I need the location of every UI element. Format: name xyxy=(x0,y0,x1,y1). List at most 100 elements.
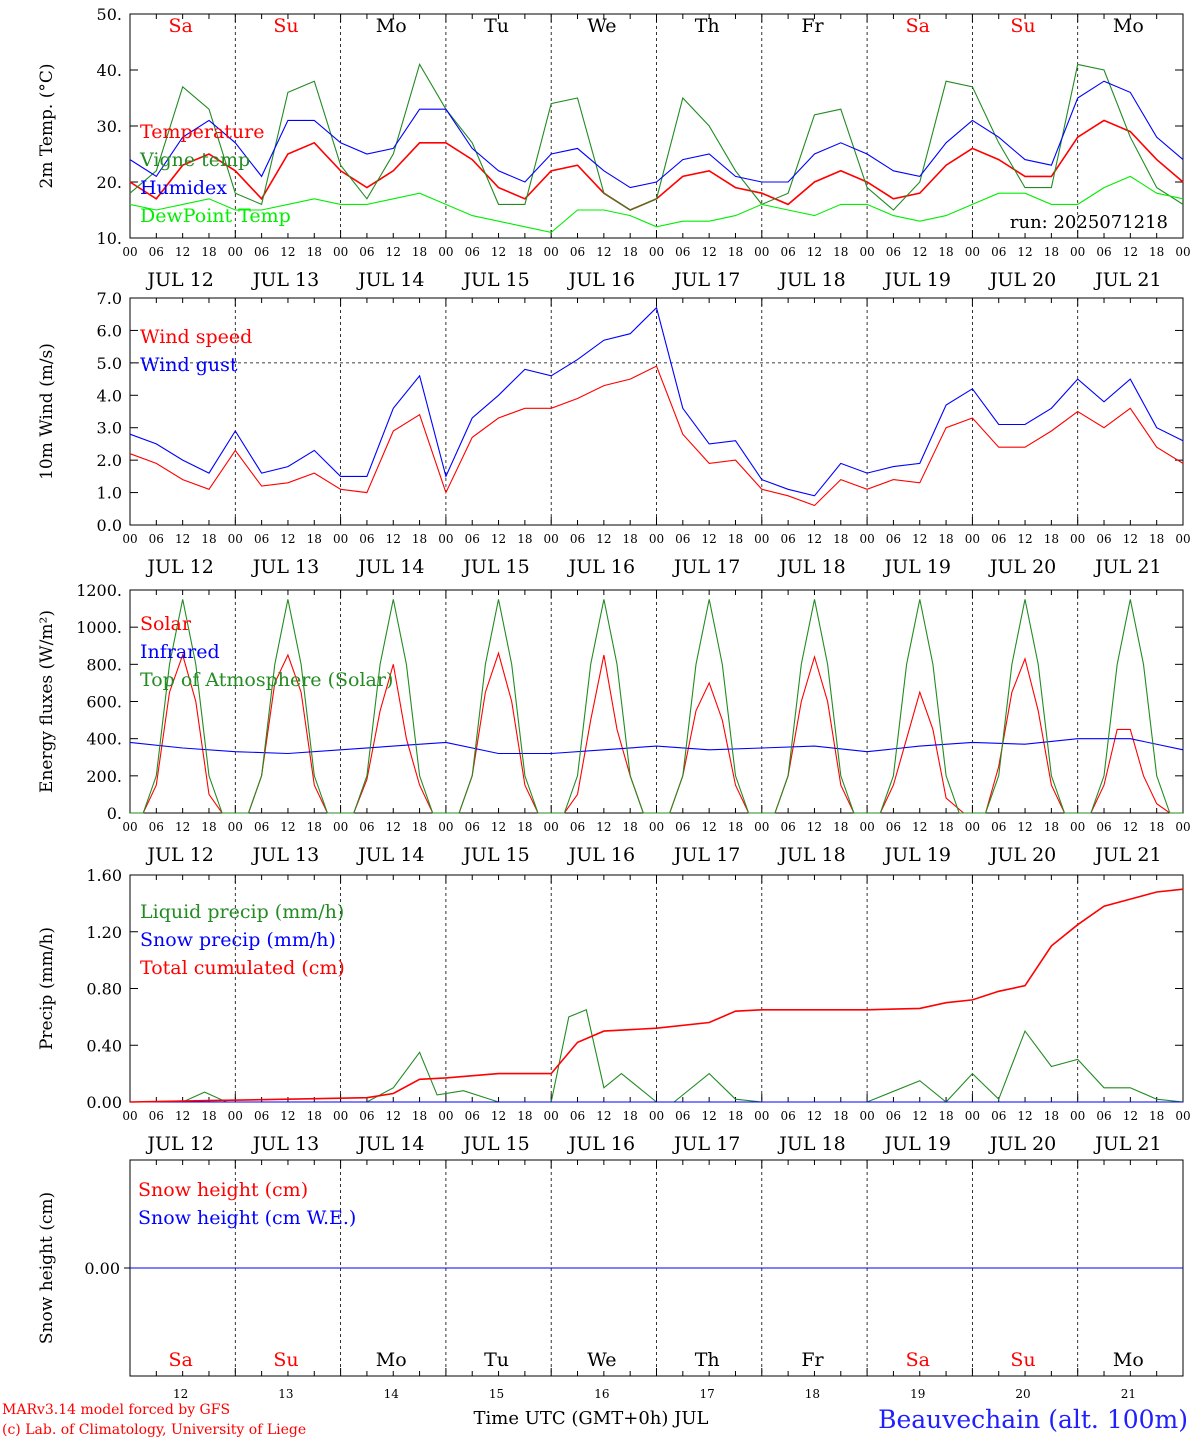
precip-hour-label: 12 xyxy=(386,1109,401,1123)
temp-hour-label: 06 xyxy=(1096,245,1111,259)
temp-hour-label: 12 xyxy=(1123,245,1138,259)
energy-hour-label: 00 xyxy=(122,820,137,834)
wind-y-tick-label: 7.0 xyxy=(97,289,122,308)
temp-y-tick-label: 20. xyxy=(97,173,122,192)
wind-hour-label: 12 xyxy=(175,532,190,546)
precip-day-label: JUL 14 xyxy=(356,1133,424,1155)
snow-weekday-label: Mo xyxy=(1113,1349,1144,1371)
wind-hour-label: 18 xyxy=(517,532,532,546)
temp-series-2 xyxy=(129,80,1184,189)
precip-hour-label: 18 xyxy=(412,1109,427,1123)
energy-hour-label: 18 xyxy=(833,820,848,834)
wind-hour-label: 06 xyxy=(780,532,795,546)
temp-day-label: JUL 20 xyxy=(988,269,1056,291)
wind-y-tick-label: 5.0 xyxy=(97,354,122,373)
energy-hour-label: 00 xyxy=(438,820,453,834)
snow-weekday-label: Su xyxy=(1010,1349,1035,1371)
precip-hour-label: 00 xyxy=(544,1109,559,1123)
temp-hour-label: 06 xyxy=(254,245,269,259)
energy-hour-label: 00 xyxy=(228,820,243,834)
energy-hour-label: 12 xyxy=(1123,820,1138,834)
wind-hour-label: 00 xyxy=(438,532,453,546)
energy-hour-label: 00 xyxy=(649,820,664,834)
wind-hour-label: 06 xyxy=(675,532,690,546)
energy-day-label: JUL 14 xyxy=(356,844,424,866)
energy-y-tick-label: 1000. xyxy=(76,618,122,637)
energy-day-label: JUL 15 xyxy=(461,844,529,866)
temp-weekday-label: We xyxy=(587,15,616,37)
precip-hour-label: 00 xyxy=(228,1109,243,1123)
bottom-day-number: 19 xyxy=(910,1387,925,1401)
precip-day-label: JUL 20 xyxy=(988,1133,1056,1155)
precip-day-label: JUL 16 xyxy=(567,1133,635,1155)
energy-hour-label: 06 xyxy=(886,820,901,834)
run-label: run: 2025071218 xyxy=(1010,212,1168,233)
temp-hour-label: 18 xyxy=(623,245,638,259)
bottom-day-number: 16 xyxy=(594,1387,609,1401)
snow-legend-1: Snow height (cm W.E.) xyxy=(138,1207,356,1229)
snow-legend-0: Snow height (cm) xyxy=(138,1179,308,1201)
precip-hour-label: 06 xyxy=(675,1109,690,1123)
wind-hour-label: 18 xyxy=(412,532,427,546)
temp-day-label: JUL 18 xyxy=(777,269,845,291)
wind-hour-label: 06 xyxy=(465,532,480,546)
precip-day-label: JUL 18 xyxy=(777,1133,845,1155)
precip-hour-label: 18 xyxy=(517,1109,532,1123)
energy-hour-label: 12 xyxy=(596,820,611,834)
energy-day-label: JUL 20 xyxy=(988,844,1056,866)
wind-series-0 xyxy=(129,365,1184,507)
energy-day-label: JUL 19 xyxy=(883,844,951,866)
energy-hour-label: 18 xyxy=(517,820,532,834)
wind-hour-label: 00 xyxy=(649,532,664,546)
temp-hour-label: 12 xyxy=(280,245,295,259)
energy-hour-label: 12 xyxy=(491,820,506,834)
wind-hour-label: 06 xyxy=(1096,532,1111,546)
temp-day-label: JUL 12 xyxy=(145,269,213,291)
energy-hour-label: 18 xyxy=(201,820,216,834)
temp-weekday-label: Sa xyxy=(168,15,192,37)
energy-hour-label: 12 xyxy=(912,820,927,834)
precip-hour-label: 18 xyxy=(728,1109,743,1123)
temp-hour-label: 00 xyxy=(544,245,559,259)
energy-hour-label: 06 xyxy=(675,820,690,834)
precip-hour-label: 06 xyxy=(570,1109,585,1123)
precip-hour-label: 12 xyxy=(175,1109,190,1123)
wind-series-1 xyxy=(129,306,1184,497)
wind-hour-label: 00 xyxy=(122,532,137,546)
snow-y-tick-label: 0.00 xyxy=(84,1259,120,1278)
energy-hour-label: 00 xyxy=(544,820,559,834)
wind-hour-label: 18 xyxy=(623,532,638,546)
energy-hour-label: 06 xyxy=(149,820,164,834)
precip-hour-label: 00 xyxy=(1175,1109,1190,1123)
wind-hour-label: 18 xyxy=(1149,532,1164,546)
wind-day-label: JUL 19 xyxy=(883,556,951,578)
wind-y-tick-label: 2.0 xyxy=(97,451,122,470)
energy-hour-label: 12 xyxy=(280,820,295,834)
wind-day-label: JUL 14 xyxy=(356,556,424,578)
precip-legend-0: Liquid precip (mm/h) xyxy=(140,901,344,923)
precip-hour-label: 18 xyxy=(1044,1109,1059,1123)
precip-series-2 xyxy=(129,888,1184,1103)
precip-y-tick-label: 1.20 xyxy=(86,923,122,942)
energy-hour-label: 00 xyxy=(754,820,769,834)
temp-hour-label: 18 xyxy=(201,245,216,259)
energy-hour-label: 12 xyxy=(386,820,401,834)
energy-hour-label: 00 xyxy=(1175,820,1190,834)
temp-hour-label: 12 xyxy=(175,245,190,259)
precip-hour-label: 12 xyxy=(1017,1109,1032,1123)
energy-hour-label: 00 xyxy=(859,820,874,834)
bottom-day-number: 17 xyxy=(700,1387,715,1401)
wind-hour-label: 06 xyxy=(359,532,374,546)
wind-hour-label: 00 xyxy=(333,532,348,546)
footer-credit-lab: (c) Lab. of Climatology, University of L… xyxy=(2,1422,306,1438)
wind-hour-label: 12 xyxy=(280,532,295,546)
precip-hour-label: 00 xyxy=(122,1109,137,1123)
energy-hour-label: 06 xyxy=(780,820,795,834)
snow-weekday-label: Mo xyxy=(376,1349,407,1371)
wind-hour-label: 06 xyxy=(254,532,269,546)
precip-hour-label: 06 xyxy=(886,1109,901,1123)
precip-y-tick-label: 0.40 xyxy=(86,1036,122,1055)
precip-hour-label: 18 xyxy=(938,1109,953,1123)
bottom-day-number: 20 xyxy=(1015,1387,1030,1401)
temp-hour-label: 18 xyxy=(833,245,848,259)
